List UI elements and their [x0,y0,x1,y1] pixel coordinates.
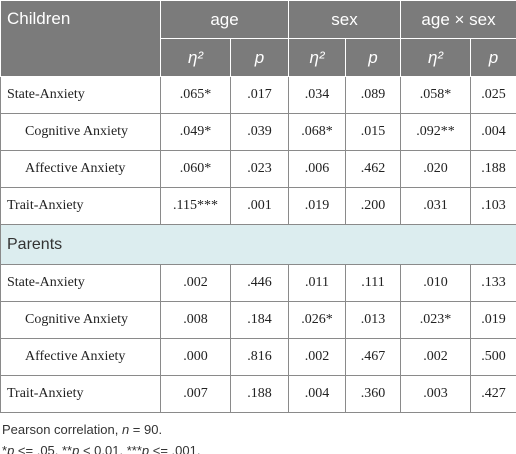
footnote: *p <= .05, **p < 0.01, ***p <= .001. [2,440,516,454]
row-label: Cognitive Anxiety [0,301,161,339]
cell: .023* [400,301,471,339]
cell: .068* [288,113,346,151]
cell: .133 [469,264,516,302]
footnote-part: p [141,443,150,454]
cell: .003 [400,375,471,413]
cell: .816 [230,338,289,376]
subheader-row: η² p η² p η² p [1,38,516,77]
cell: .049* [160,113,231,151]
cell: .010 [400,264,471,302]
cell: .031 [400,187,471,225]
cell: .103 [469,187,516,225]
table-row: Cognitive Anxiety .049* .039.068* .015.092*… [0,113,516,151]
cell: .019 [469,301,516,339]
cell: .427 [469,375,516,413]
table-row: State-Anxiety .065* .017.034.089.058* .025 [0,76,516,114]
group-header: age × sex [399,0,516,39]
cell: .446 [230,264,289,302]
cell: .017 [230,76,289,114]
table-row: State-Anxiety .002.446.011.111.010.133 [0,264,516,302]
cell: .039 [230,113,289,151]
subheader: η² [400,38,471,77]
header-row: Children age sex age × sex [0,0,516,77]
footnote-part: <= .001. [149,443,201,454]
cell: .001 [230,187,289,225]
cell: .188 [230,375,289,413]
row-label: Affective Anxiety [0,150,161,188]
footnote-part: p [72,443,80,454]
row-label: State-Anxiety [0,264,161,302]
cell: .034 [288,76,346,114]
cell: .111 [345,264,401,302]
footnotes: Pearson correlation, n = 90. *p <= .05, *… [0,413,516,454]
cell: .019 [288,187,346,225]
row-label: Trait-Anxiety [0,375,161,413]
subheader: p [469,38,516,77]
cell: .058* [400,76,471,114]
table-row: Affective Anxiety .000.816.002.467.002.50… [0,338,516,376]
cell: .025 [469,76,516,114]
cell: .015 [345,113,401,151]
row-label: Cognitive Anxiety [0,113,161,151]
cell: .089 [345,76,401,114]
cell: .013 [345,301,401,339]
section-title: Parents [0,224,516,265]
table-body: State-Anxiety .065* .017.034.089.058* .025 C… [0,76,516,413]
cell: .006 [288,150,346,188]
cell: .000 [160,338,231,376]
subheader: p [345,38,401,77]
cell: .008 [160,301,231,339]
cell: .462 [345,150,401,188]
cell: .020 [400,150,471,188]
cell: .184 [230,301,289,339]
subheader: η² [160,38,231,77]
cell: .007 [160,375,231,413]
cell: .092** [400,113,471,151]
cell: .002 [288,338,346,376]
group-header: sex [288,0,401,39]
cell: .011 [288,264,346,302]
cell: .060* [160,150,231,188]
group-header: age [160,0,289,39]
cell: .004 [469,113,516,151]
table-row: Trait-Anxiety .115*** .001.019.200.031.103 [0,187,516,225]
footnote: Pearson correlation, n = 90. [2,419,516,440]
row-label: Affective Anxiety [0,338,161,376]
cell: .200 [345,187,401,225]
cell: .500 [469,338,516,376]
results-table: Children age sex age × sex η² p η² p η² p Sta… [0,0,516,413]
section-row: Parents [0,224,516,265]
row-label: State-Anxiety [0,76,161,114]
table-row: Trait-Anxiety .007.188.004.360.003.427 [0,375,516,413]
cell: .065* [160,76,231,114]
footnote-part: * [2,443,8,454]
cell: .360 [345,375,401,413]
cell: .002 [160,264,231,302]
footnote-part: Pearson correlation, [2,422,122,437]
table-row: Affective Anxiety .060* .023.006.462.020.1… [0,150,516,188]
cell: .115*** [160,187,231,225]
cell: .023 [230,150,289,188]
cell: .026* [288,301,346,339]
table-title: Children [0,0,161,77]
subheader: η² [288,38,346,77]
footnote-part: < 0.01, *** [79,443,142,454]
row-label: Trait-Anxiety [0,187,161,225]
cell: .188 [469,150,516,188]
cell: .004 [288,375,346,413]
footnote-part: = 90. [129,422,163,437]
footnote-part: <= .05, ** [14,443,73,454]
cell: .002 [400,338,471,376]
subheader: p [230,38,289,77]
footnote-part: n [121,422,130,437]
table-row: Cognitive Anxiety .008.184.026* .013.023*.… [0,301,516,339]
cell: .467 [345,338,401,376]
footnote-part: p [7,443,15,454]
